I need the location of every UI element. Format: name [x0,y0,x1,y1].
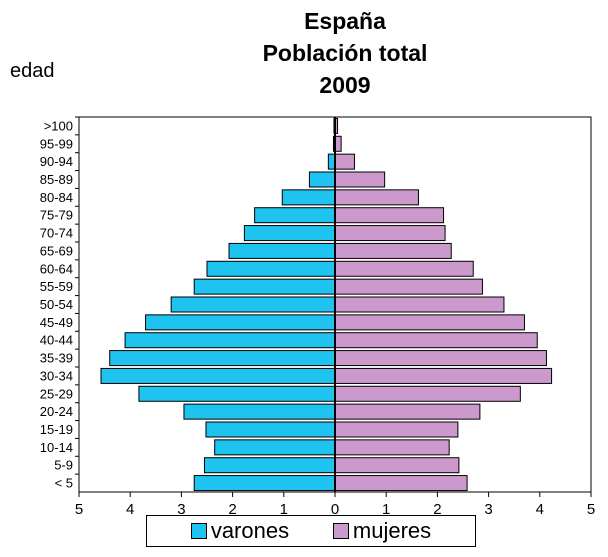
legend-item-mujeres: mujeres [332,518,432,544]
x-tick-label-4: 1 [280,501,288,518]
bar-mujeres-6 [334,225,446,242]
y-tick-label-15: 25-29 [40,386,73,401]
chart-title-line-3: 2009 [319,72,371,98]
bar-varones-10 [170,296,336,313]
y-tick-label-17: 15-19 [40,422,73,437]
legend-label-varones: varones [210,518,290,543]
y-tick-label-6: 70-74 [40,226,73,241]
bar-varones-12 [124,332,336,349]
bar-varones-5 [254,207,336,224]
chart-title-line-1: España [304,8,386,34]
x-tick-label-2: 3 [177,501,185,518]
bar-mujeres-15 [334,385,521,402]
bar-varones-16 [183,403,336,420]
bar-mujeres-11 [334,314,525,331]
bar-varones-15 [138,385,336,402]
bar-mujeres-20 [334,475,468,492]
x-tick-label-5: 0 [331,501,339,518]
bar-mujeres-17 [334,421,459,438]
y-tick-label-20: < 5 [55,476,73,491]
bar-mujeres-14 [334,367,553,384]
legend-swatch-mujeres [332,523,349,539]
x-tick-label-8: 3 [484,501,492,518]
x-tick-label-10: 5 [587,501,595,518]
y-tick-label-18: 10-14 [40,440,73,455]
bar-varones-13 [109,350,336,367]
bar-varones-8 [206,260,336,277]
bar-varones-17 [205,421,336,438]
bar-varones-11 [145,314,336,331]
y-tick-label-5: 75-79 [40,208,73,223]
bar-varones-14 [100,367,336,384]
y-tick-label-7: 65-69 [40,243,73,258]
bar-mujeres-5 [334,207,445,224]
x-tick-label-0: 5 [75,501,83,518]
bar-varones-9 [193,278,336,295]
y-tick-label-1: 95-99 [40,136,73,151]
bar-mujeres-13 [334,350,547,367]
bar-varones-4 [281,189,336,206]
y-tick-label-11: 45-49 [40,315,73,330]
y-tick-label-12: 40-44 [40,333,73,348]
bar-mujeres-10 [334,296,505,313]
bar-mujeres-19 [334,457,460,474]
y-tick-label-19: 5-9 [54,458,73,473]
bar-varones-3 [308,171,336,188]
y-axis-label: edad [10,60,55,82]
chart-title-line-2: Población total [262,40,428,66]
bar-varones-7 [228,242,336,259]
x-tick-label-9: 4 [536,501,544,518]
legend-swatch-varones [190,523,207,539]
bar-mujeres-7 [334,242,452,259]
bar-mujeres-3 [334,171,386,188]
bar-varones-6 [243,225,336,242]
y-tick-label-14: 30-34 [40,368,73,383]
y-tick-label-2: 90-94 [40,154,73,169]
y-tick-label-3: 85-89 [40,172,73,187]
legend-label-mujeres: mujeres [352,518,432,543]
y-tick-label-4: 80-84 [40,190,73,205]
bar-varones-20 [193,475,336,492]
legend: varones mujeres [146,515,476,547]
x-tick-label-6: 1 [382,501,390,518]
bar-mujeres-8 [334,260,474,277]
bar-mujeres-9 [334,278,483,295]
bar-mujeres-4 [334,189,419,206]
bar-mujeres-12 [334,332,538,349]
legend-item-varones: varones [190,518,290,544]
bar-mujeres-16 [334,403,481,420]
bar-varones-18 [214,439,336,456]
y-tick-label-10: 50-54 [40,297,73,312]
y-tick-label-9: 55-59 [40,279,73,294]
x-tick-label-1: 4 [126,501,134,518]
y-tick-label-13: 35-39 [40,351,73,366]
y-tick-label-16: 20-24 [40,404,73,419]
bar-varones-19 [203,457,336,474]
bar-mujeres-18 [334,439,450,456]
x-tick-label-3: 2 [228,501,236,518]
x-tick-label-7: 2 [433,501,441,518]
y-tick-label-0: >100 [44,118,73,133]
bar-mujeres-2 [334,153,355,170]
y-tick-label-8: 60-64 [40,261,73,276]
